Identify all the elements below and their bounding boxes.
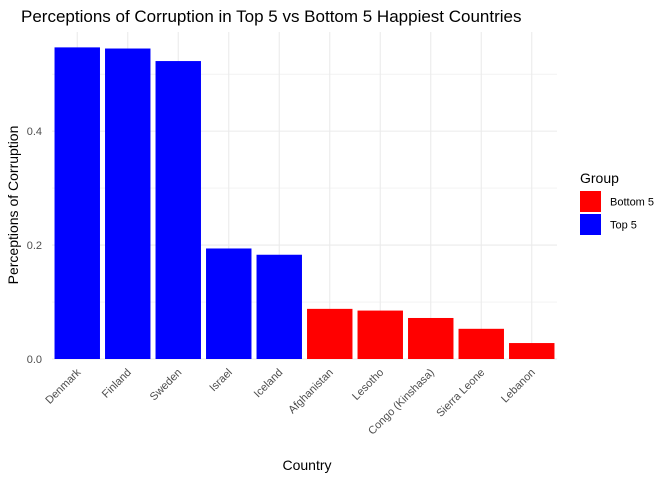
y-axis-title: Perceptions of Corruption (5, 126, 21, 285)
chart-title: Perceptions of Corruption in Top 5 vs Bo… (21, 7, 522, 26)
x-axis-title: Country (282, 457, 331, 473)
bar-israel (206, 248, 252, 359)
bar-lesotho (357, 310, 403, 359)
x-tick-label: Iceland (252, 367, 286, 401)
bar-denmark (54, 47, 100, 360)
x-tick-label: Sweden (148, 367, 185, 404)
x-axis-ticks: Denmark Finland Sweden Israel Iceland Afghani… (43, 366, 538, 437)
x-tick-label: Lebanon (499, 367, 538, 406)
legend-swatch (580, 214, 601, 235)
bar-iceland (256, 254, 302, 359)
x-tick-label: Denmark (43, 366, 83, 406)
x-tick-label: Israel (207, 367, 235, 395)
y-tick-label: 0.2 (27, 240, 42, 252)
bar-finland (105, 48, 151, 359)
legend-label: Bottom 5 (610, 197, 654, 209)
bar-lebanon (509, 343, 555, 359)
legend-label: Top 5 (610, 220, 637, 232)
bar-afghanistan (307, 308, 353, 359)
legend: Group Bottom 5 Top 5 (580, 170, 654, 235)
y-tick-label: 0.4 (27, 126, 42, 138)
bar-sierra-leone (458, 328, 504, 359)
legend-swatch (580, 191, 601, 212)
legend-title: Group (580, 170, 619, 186)
bars (54, 47, 555, 360)
x-tick-label: Finland (100, 367, 134, 401)
y-tick-label: 0.0 (27, 354, 42, 366)
x-tick-label: Sierra Leone (434, 367, 487, 420)
x-tick-label: Afghanistan (286, 367, 336, 417)
y-axis-ticks: 0.0 0.2 0.4 (27, 126, 42, 366)
x-tick-label: Lesotho (350, 367, 386, 403)
bar-congo-kinshasa (408, 317, 454, 359)
bar-sweden (155, 61, 201, 359)
